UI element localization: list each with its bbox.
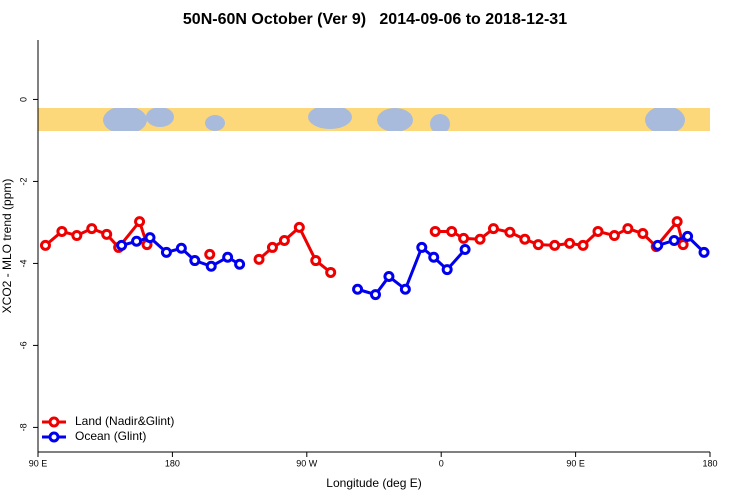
data-point xyxy=(234,258,246,270)
data-point xyxy=(39,239,51,251)
y-tick-label: -8 xyxy=(18,423,28,431)
data-point xyxy=(399,283,411,295)
legend-marker xyxy=(48,431,60,443)
data-point xyxy=(549,239,561,251)
data-point xyxy=(622,223,634,235)
x-tick-label: 90 E xyxy=(566,458,585,468)
y-axis-label: XCO2 - MLO trend (ppm) xyxy=(0,179,14,314)
data-point xyxy=(504,226,516,238)
data-point xyxy=(487,223,499,235)
data-point xyxy=(698,246,710,258)
data-point xyxy=(205,260,217,272)
data-point xyxy=(266,241,278,253)
data-point xyxy=(459,243,471,255)
y-tick-label: -6 xyxy=(18,341,28,349)
data-point xyxy=(608,230,620,242)
data-point xyxy=(160,246,172,258)
data-point xyxy=(352,283,364,295)
data-point xyxy=(519,233,531,245)
legend-marker xyxy=(48,416,60,428)
data-point xyxy=(71,230,83,242)
data-point xyxy=(116,239,128,251)
data-point xyxy=(474,233,486,245)
data-point xyxy=(671,216,683,228)
data-point xyxy=(278,234,290,246)
data-point xyxy=(677,239,689,251)
data-point xyxy=(253,253,265,265)
data-point xyxy=(564,237,576,249)
data-point xyxy=(458,232,470,244)
data-point xyxy=(441,264,453,276)
data-point xyxy=(101,228,113,240)
data-point xyxy=(429,225,441,237)
data-point xyxy=(134,216,146,228)
data-point xyxy=(637,227,649,239)
data-point xyxy=(369,289,381,301)
y-tick-label: -2 xyxy=(18,177,28,185)
data-point xyxy=(652,239,664,251)
data-point xyxy=(189,255,201,267)
map-band xyxy=(38,108,710,131)
x-tick-label: 90 W xyxy=(296,458,318,468)
y-tick-label: -4 xyxy=(18,259,28,267)
data-point xyxy=(56,225,68,237)
x-tick-label: 180 xyxy=(702,458,717,468)
data-point xyxy=(383,271,395,283)
data-point xyxy=(325,266,337,278)
x-tick-label: 180 xyxy=(165,458,180,468)
data-point xyxy=(293,221,305,233)
x-axis-label: Longitude (deg E) xyxy=(326,476,421,490)
data-point xyxy=(668,234,680,246)
legend-label: Land (Nadir&Glint) xyxy=(75,414,174,428)
x-tick-label: 0 xyxy=(439,458,444,468)
data-point xyxy=(532,239,544,251)
data-point xyxy=(577,239,589,251)
data-point xyxy=(310,255,322,267)
data-point xyxy=(131,235,143,247)
data-point xyxy=(682,230,694,242)
data-point xyxy=(222,251,234,263)
data-point xyxy=(144,232,156,244)
x-tick-label: 90 E xyxy=(29,458,48,468)
data-point xyxy=(592,225,604,237)
data-point xyxy=(204,248,216,260)
y-tick-label: 0 xyxy=(18,97,28,102)
data-point xyxy=(416,241,428,253)
legend-label: Ocean (Glint) xyxy=(75,429,146,443)
data-point xyxy=(175,242,187,254)
data-point xyxy=(428,251,440,263)
data-point xyxy=(86,223,98,235)
data-point xyxy=(446,225,458,237)
chart-title: 50N-60N October (Ver 9) 2014-09-06 to 20… xyxy=(183,11,567,28)
